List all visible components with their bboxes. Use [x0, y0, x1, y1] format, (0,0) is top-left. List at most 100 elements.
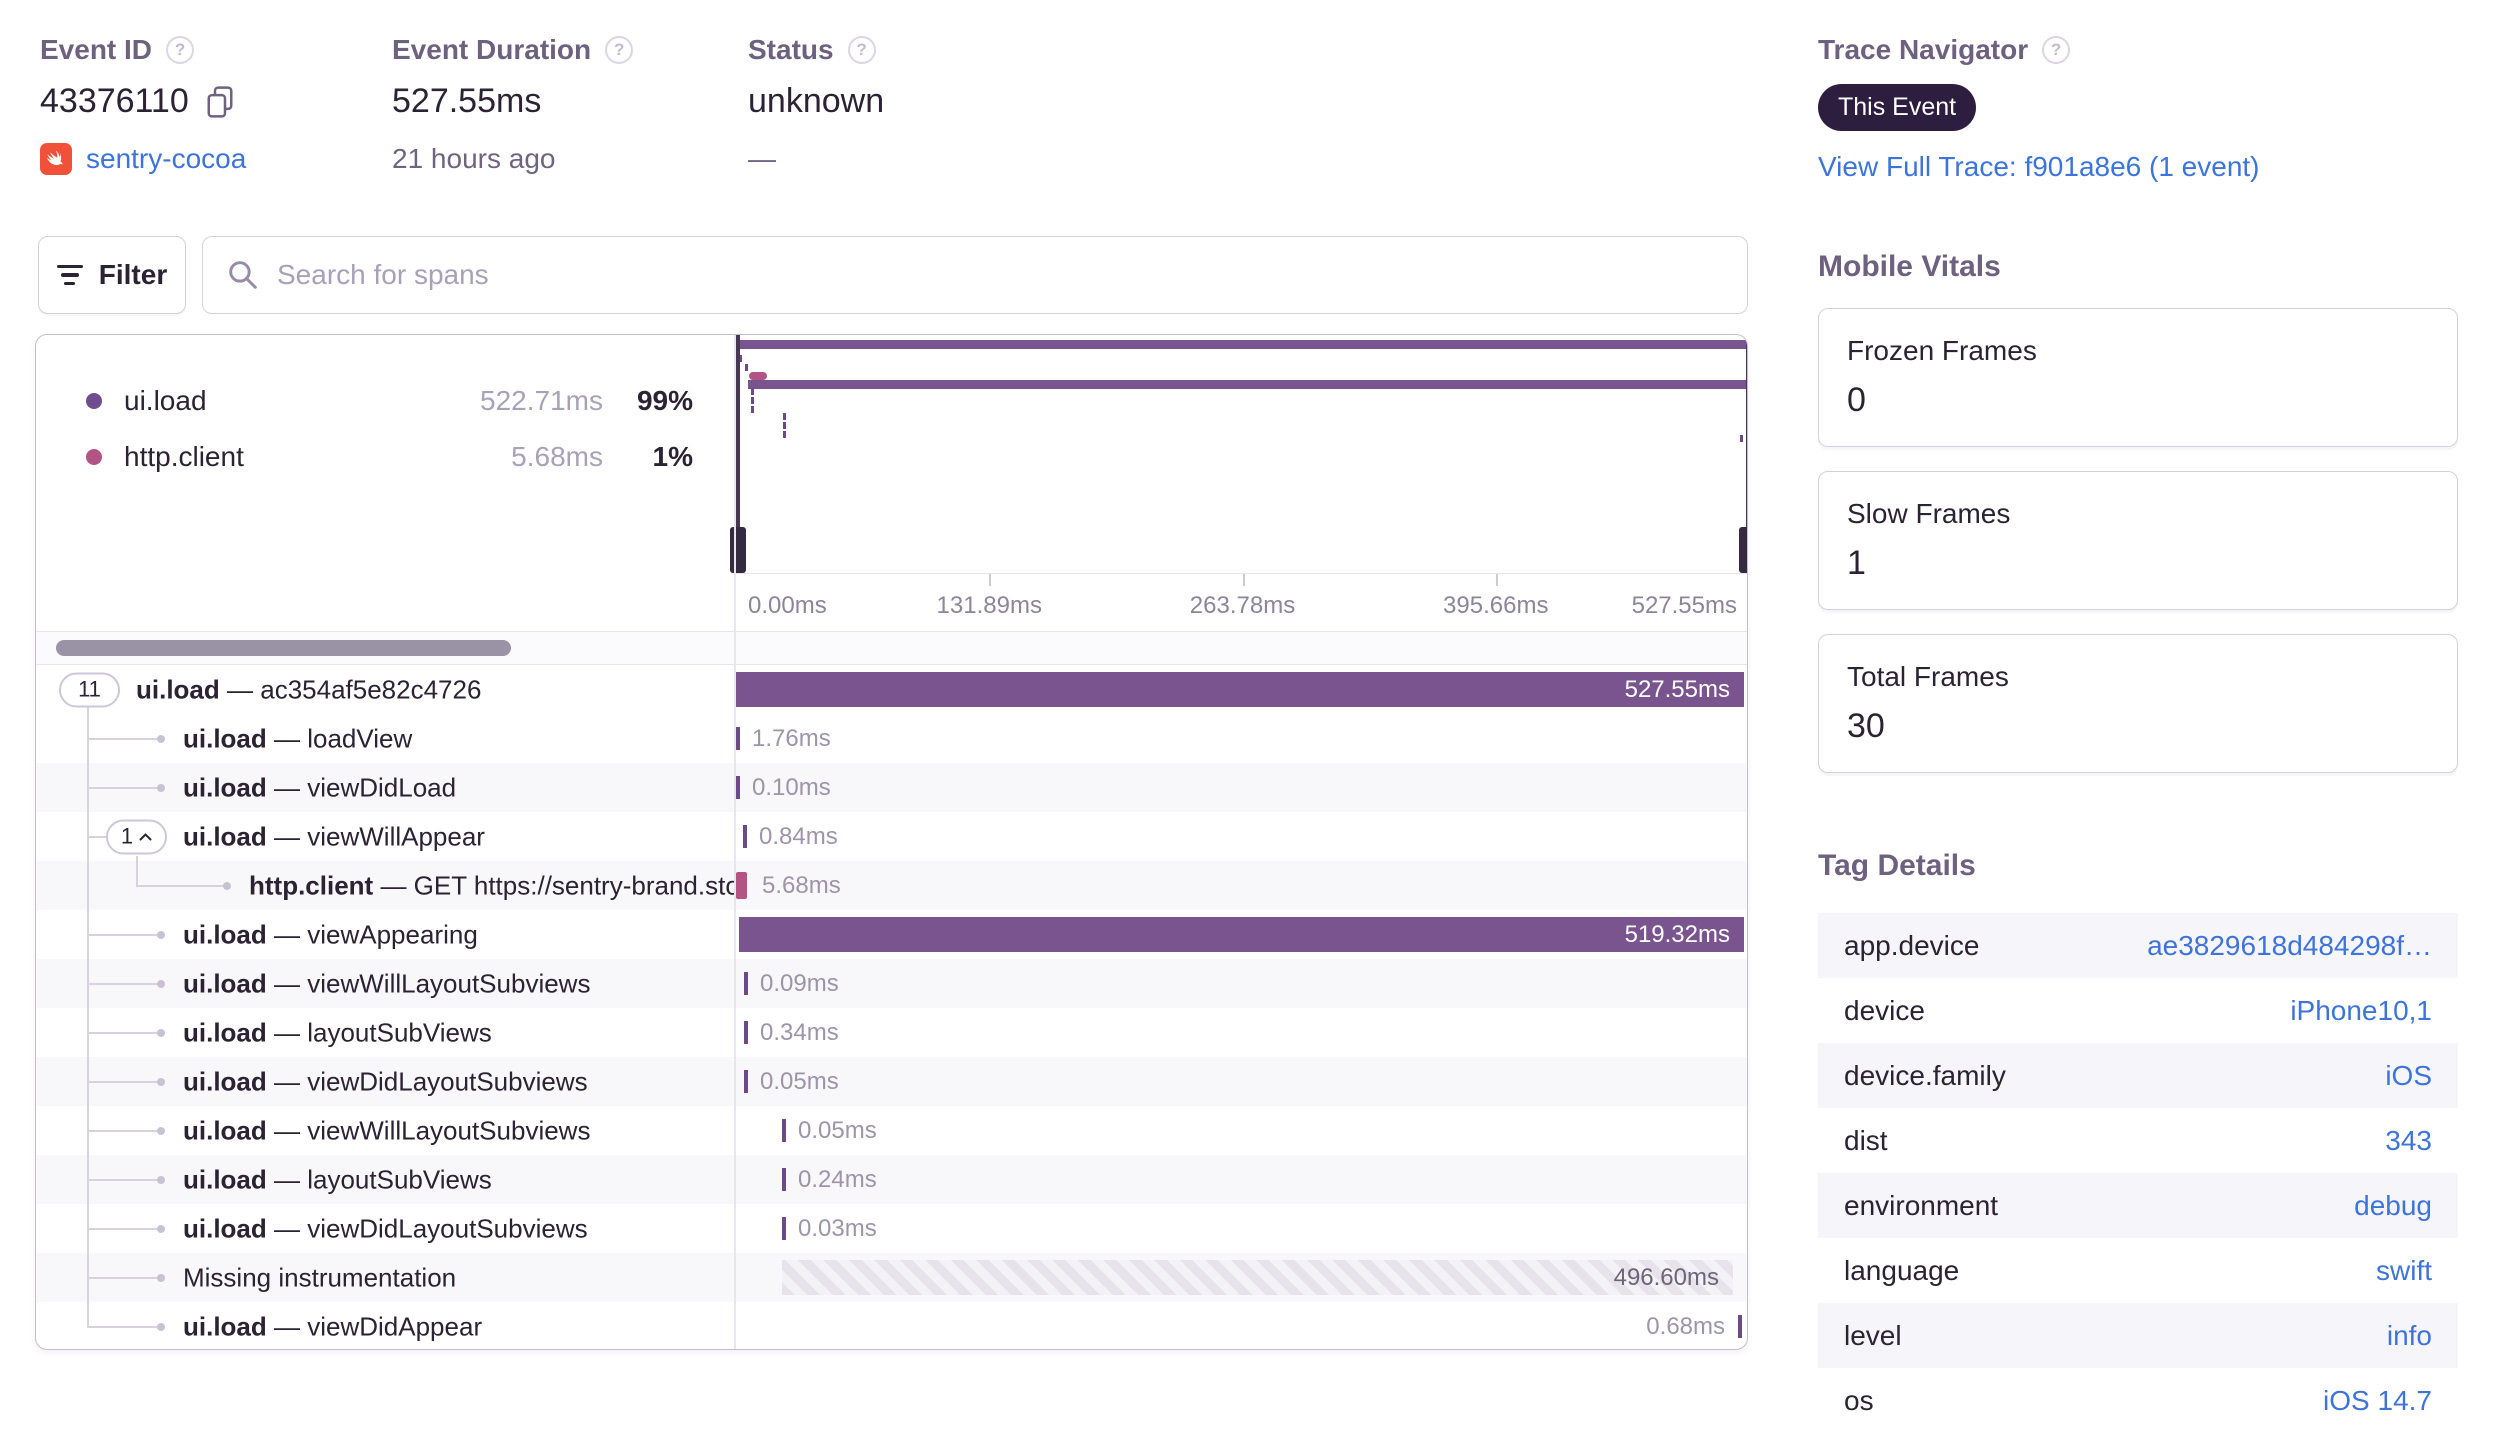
span-row[interactable]: ui.load — layoutSubViews 0.24ms: [36, 1155, 1747, 1204]
tree-timeline-divider[interactable]: [734, 335, 736, 1349]
span-bar-cell[interactable]: 0.03ms: [734, 1204, 1747, 1253]
project-link[interactable]: sentry-cocoa: [86, 143, 247, 174]
status-column: Status ? unknown —: [748, 34, 884, 175]
legend-color-dot: [86, 449, 102, 465]
span-duration-bar[interactable]: [736, 872, 747, 899]
minimap-span-mark: [748, 380, 1746, 389]
span-row[interactable]: http.client — GET https://sentry-brand.s…: [36, 861, 1747, 910]
span-duration-label: 0.10ms: [752, 773, 831, 801]
span-duration-bar[interactable]: 496.60ms: [782, 1260, 1733, 1295]
tree-connector: [87, 1178, 159, 1181]
tag-value-link[interactable]: 343: [2385, 1124, 2432, 1156]
span-duration-bar[interactable]: [782, 1217, 786, 1240]
span-row[interactable]: ui.load — viewDidAppear 0.68ms: [36, 1302, 1747, 1349]
tag-value-link[interactable]: debug: [2354, 1189, 2432, 1221]
axis-tick-label: 0.00ms: [748, 592, 827, 619]
event-duration-value: 527.55ms: [392, 82, 542, 120]
span-row[interactable]: Missing instrumentation 496.60ms: [36, 1253, 1747, 1302]
span-duration-bar[interactable]: 519.32ms: [739, 917, 1744, 952]
span-duration-bar[interactable]: [736, 727, 740, 750]
help-icon[interactable]: ?: [166, 36, 195, 64]
search-input[interactable]: [277, 259, 1723, 291]
trace-minimap[interactable]: [730, 335, 1747, 573]
span-bar-cell[interactable]: 5.68ms: [734, 861, 1747, 910]
span-duration-bar[interactable]: 527.55ms: [736, 672, 1744, 707]
span-bar-cell[interactable]: 0.10ms: [734, 763, 1747, 812]
span-bar-cell[interactable]: 0.24ms: [734, 1155, 1747, 1204]
swift-platform-icon: [40, 143, 72, 175]
span-row[interactable]: ui.load — viewWillLayoutSubviews 0.09ms: [36, 959, 1747, 1008]
tag-key: level: [1844, 1319, 1902, 1351]
chevron-up-icon: [139, 832, 152, 840]
span-row[interactable]: ui.load — viewWillLayoutSubviews 0.05ms: [36, 1106, 1747, 1155]
span-row[interactable]: ui.load — layoutSubViews 0.34ms: [36, 1008, 1747, 1057]
span-tree-cell: ui.load — viewDidLayoutSubviews: [36, 1057, 734, 1106]
span-duration-bar[interactable]: [744, 972, 748, 995]
span-duration-bar[interactable]: [743, 825, 747, 848]
span-bar-cell[interactable]: 0.05ms: [734, 1106, 1747, 1155]
span-bar-cell[interactable]: 0.34ms: [734, 1008, 1747, 1057]
span-bar-cell[interactable]: 1.76ms: [734, 714, 1747, 763]
span-title: ui.load — layoutSubViews: [183, 1164, 492, 1194]
tree-node-dot: [157, 1126, 165, 1135]
tag-key: app.device: [1844, 929, 1980, 961]
tree-connector: [136, 884, 225, 887]
span-duration-bar[interactable]: [736, 776, 740, 799]
tree-connector: [87, 1129, 159, 1132]
minimap-left-grip[interactable]: [730, 527, 746, 573]
tag-value-link[interactable]: iPhone10,1: [2290, 994, 2432, 1026]
span-title: ui.load — viewWillAppear: [183, 821, 485, 851]
span-bar-cell[interactable]: 0.68ms: [734, 1302, 1747, 1349]
view-full-trace-link[interactable]: View Full Trace: f901a8e6 (1 event): [1818, 151, 2260, 182]
tree-node-dot: [157, 1273, 165, 1282]
span-children-count-badge[interactable]: 11: [59, 672, 120, 707]
legend-percent: 99%: [636, 385, 693, 416]
span-row[interactable]: 1 ui.load — viewWillAppear 0.84ms: [36, 812, 1747, 861]
tag-value-link[interactable]: ae3829618d484298f…: [2147, 929, 2432, 961]
filter-button[interactable]: Filter: [38, 236, 186, 314]
tag-value-link[interactable]: iOS 14.7: [2323, 1384, 2432, 1416]
span-bar-cell[interactable]: 0.09ms: [734, 959, 1747, 1008]
span-bar-cell[interactable]: 0.05ms: [734, 1057, 1747, 1106]
minimap-span-mark: [783, 413, 786, 420]
help-icon[interactable]: ?: [2042, 36, 2071, 64]
span-children-count-badge[interactable]: 1: [106, 819, 167, 854]
span-bar-cell[interactable]: 527.55ms: [734, 665, 1747, 714]
minimap-right-grip[interactable]: [1739, 527, 1747, 573]
span-title: ui.load — viewAppearing: [183, 919, 478, 949]
span-duration-bar[interactable]: [782, 1119, 786, 1142]
span-duration-bar[interactable]: [782, 1168, 786, 1191]
help-icon[interactable]: ?: [847, 36, 876, 64]
tree-node-dot: [157, 1322, 165, 1331]
span-title: ui.load — ac354af5e82c4726: [136, 674, 482, 704]
span-bar-cell[interactable]: 519.32ms: [734, 910, 1747, 959]
span-duration-bar[interactable]: [744, 1021, 748, 1044]
span-row[interactable]: ui.load — viewDidLayoutSubviews 0.05ms: [36, 1057, 1747, 1106]
span-duration-label: 1.76ms: [752, 724, 831, 752]
span-search[interactable]: [202, 236, 1748, 314]
span-row[interactable]: ui.load — loadView 1.76ms: [36, 714, 1747, 763]
span-row[interactable]: ui.load — viewAppearing 519.32ms: [36, 910, 1747, 959]
span-bar-cell[interactable]: 0.84ms: [734, 812, 1747, 861]
help-icon[interactable]: ?: [605, 36, 634, 64]
tag-value-link[interactable]: iOS: [2385, 1059, 2432, 1091]
tree-scrollbar-track[interactable]: [36, 631, 1747, 665]
status-label: Status: [748, 34, 834, 65]
span-row[interactable]: 11 ui.load — ac354af5e82c4726 527.55ms: [36, 665, 1747, 714]
minimap-left-handle-line[interactable]: [736, 335, 740, 573]
tag-value-link[interactable]: swift: [2376, 1254, 2432, 1286]
span-tree-cell: 11 ui.load — ac354af5e82c4726: [36, 665, 734, 714]
span-title: Missing instrumentation: [183, 1262, 457, 1292]
tree-scrollbar-thumb[interactable]: [56, 640, 511, 656]
tag-value-link[interactable]: info: [2386, 1319, 2432, 1351]
span-duration-bar[interactable]: [744, 1070, 748, 1093]
copy-icon[interactable]: [205, 85, 235, 119]
span-row[interactable]: ui.load — viewDidLoad 0.10ms: [36, 763, 1747, 812]
tag-row: level info: [1818, 1303, 2458, 1368]
span-duration-bar[interactable]: [1738, 1315, 1742, 1338]
minimap-right-handle-line[interactable]: [1745, 335, 1747, 573]
legend-op-name: http.client: [124, 441, 244, 472]
span-bar-cell[interactable]: 496.60ms: [734, 1253, 1747, 1302]
mobile-vitals-cards: Frozen Frames 0 Slow Frames 1 Total Frames 30: [1818, 308, 2458, 773]
span-row[interactable]: ui.load — viewDidLayoutSubviews 0.03ms: [36, 1204, 1747, 1253]
